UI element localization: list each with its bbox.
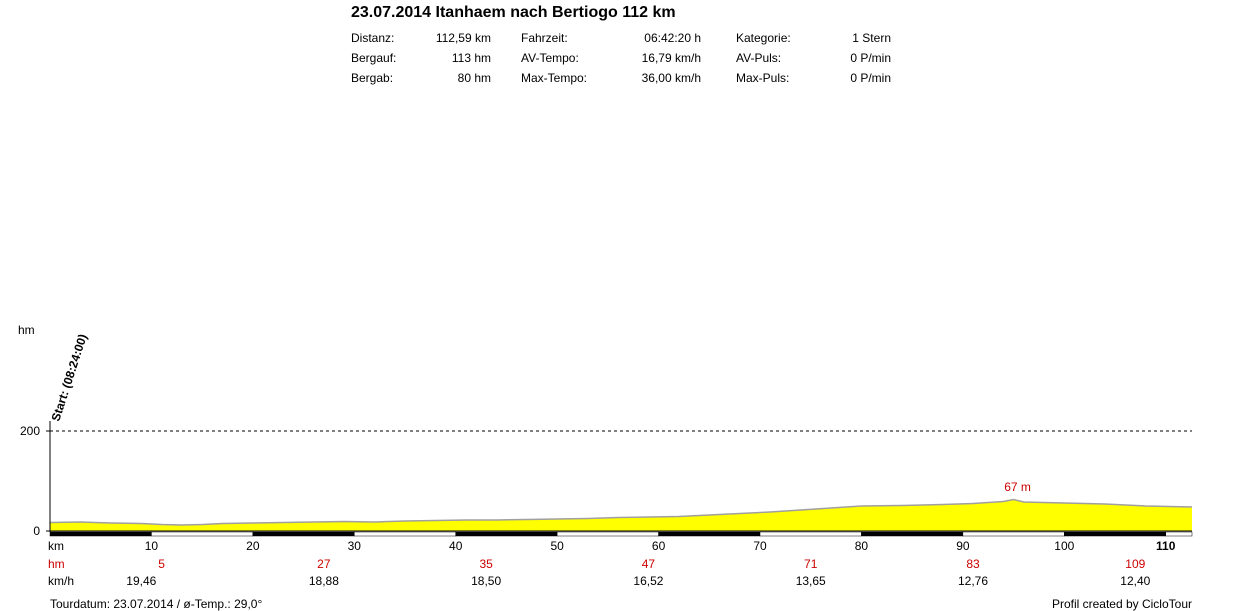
x-tick-label: 110	[1156, 539, 1176, 553]
km-scale-segment	[1064, 531, 1166, 537]
stat-value-av-tempo: 16,79 km/h	[641, 51, 701, 65]
stat-label-fahrzeit: Fahrzeit:	[521, 31, 568, 45]
x-tick-label: 50	[550, 539, 564, 553]
hm-value-label: 109	[1125, 557, 1145, 571]
stat-label-distanz: Distanz:	[351, 31, 395, 45]
max-elevation-label: 67 m	[1004, 480, 1031, 494]
stat-value-max-tempo: 36,00 km/h	[641, 71, 701, 85]
footer-tour-info: Tourdatum: 23.07.2014 / ø-Temp.: 29,0°	[50, 597, 263, 611]
hm-value-label: 47	[642, 557, 656, 571]
x-tick-label: 70	[753, 539, 767, 553]
hm-value-label: 83	[966, 557, 980, 571]
speed-value-label: 12,76	[958, 574, 988, 588]
y-tick-label: 0	[33, 524, 40, 538]
speed-value-label: 13,65	[796, 574, 826, 588]
speed-value-label: 12,40	[1120, 574, 1150, 588]
speed-value-label: 18,50	[471, 574, 501, 588]
elevation-line	[49, 498, 1193, 526]
page-title: 23.07.2014 Itanhaem nach Bertiogo 112 km	[351, 4, 676, 21]
km-scale-segment	[962, 531, 1065, 537]
hm-value-label: 27	[317, 557, 331, 571]
stat-label-kategorie: Kategorie:	[736, 31, 791, 45]
x-tick-label: 80	[855, 539, 869, 553]
stat-value-kategorie: 1 Stern	[852, 31, 891, 45]
x-tick-label: 90	[956, 539, 970, 553]
km-scale-segment	[1165, 531, 1193, 537]
hm-row-label: hm	[48, 557, 65, 571]
km-row-label: km	[48, 539, 64, 553]
stat-label-av-tempo: AV-Tempo:	[521, 51, 579, 65]
km-scale-segment	[354, 531, 456, 537]
stat-value-max-puls: 0 P/min	[850, 71, 891, 85]
elevation-area	[50, 499, 1192, 531]
stat-value-bergab: 80 hm	[457, 71, 491, 85]
stat-label-max-puls: Max-Puls:	[736, 71, 790, 85]
y-axis-label: hm	[18, 323, 35, 337]
stat-value-fahrzeit: 06:42:20 h	[644, 31, 701, 45]
y-tick-label: 200	[20, 424, 40, 438]
x-tick-label: 100	[1054, 539, 1074, 553]
stat-label-bergauf: Bergauf:	[351, 51, 397, 65]
x-tick-label: 30	[348, 539, 362, 553]
x-tick-label: 20	[246, 539, 260, 553]
stat-label-av-puls: AV-Puls:	[736, 51, 782, 65]
x-tick-label: 60	[652, 539, 666, 553]
x-tick-label: 40	[449, 539, 463, 553]
speed-row-label: km/h	[48, 574, 74, 588]
stat-value-distanz: 112,59 km	[435, 31, 491, 45]
km-scale-segment	[49, 531, 152, 537]
km-scale-segment	[861, 531, 964, 537]
km-scale-segment	[759, 531, 862, 537]
stat-value-av-puls: 0 P/min	[850, 51, 891, 65]
km-scale-segment	[455, 531, 558, 537]
footer-credit: Profil created by CicloTour	[1051, 597, 1192, 611]
start-time-annotation: Start: (08:24:00)	[49, 332, 90, 423]
speed-value-label: 18,88	[309, 574, 339, 588]
stat-label-bergab: Bergab:	[351, 71, 394, 85]
km-scale-segment	[252, 531, 355, 537]
km-scale-segment	[151, 531, 254, 537]
km-scale-segment	[658, 531, 761, 537]
hm-value-label: 5	[158, 557, 165, 571]
hm-value-label: 71	[804, 557, 818, 571]
x-tick-label: 10	[145, 539, 159, 553]
speed-value-label: 16,52	[633, 574, 663, 588]
speed-value-label: 19,46	[126, 574, 156, 588]
stat-label-max-tempo: Max-Tempo:	[521, 71, 588, 85]
hm-value-label: 35	[479, 557, 493, 571]
km-scale-segment	[556, 531, 659, 537]
stat-value-bergauf: 113 hm	[451, 51, 491, 65]
